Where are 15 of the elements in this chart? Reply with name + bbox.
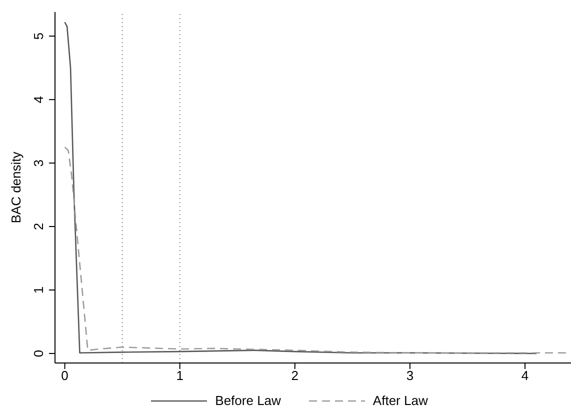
x-tick-label: 2: [291, 368, 298, 384]
legend-label: After Law: [372, 393, 428, 408]
x-tick-label: 3: [406, 368, 414, 384]
y-axis-title: BAC density: [8, 151, 24, 224]
legend-label: Before Law: [215, 393, 281, 408]
y-tick-label: 0: [31, 350, 46, 358]
y-tick-label: 4: [31, 96, 46, 104]
y-tick-label: 3: [31, 159, 46, 167]
line-series: [64, 22, 538, 354]
x-tick-label: 0: [61, 368, 68, 384]
x-tick-label: 4: [521, 368, 529, 384]
y-tick-label: 5: [31, 32, 46, 40]
x-tick-label: 1: [176, 368, 184, 384]
y-tick-label: 1: [31, 286, 46, 294]
y-tick-label: 2: [31, 222, 46, 230]
